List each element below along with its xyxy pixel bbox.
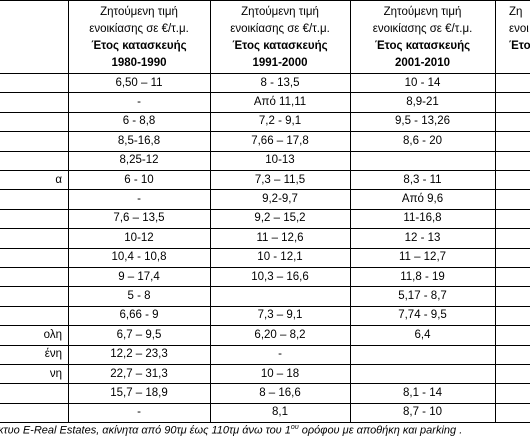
table-cell: 8 - 13,5 (260, 76, 300, 89)
table-cell: 6 - 10 (124, 173, 154, 186)
table-cell: 6,20 – 8,2 (254, 328, 306, 341)
table-cell: 6 - 8,8 (122, 115, 156, 128)
table-cell: 5 - 8 (127, 290, 151, 303)
table-cell: 10,3 – 16,6 (251, 270, 309, 283)
table-cell: Από 9,6 (401, 193, 444, 206)
header-line: Έτος κατασκευής (374, 40, 471, 52)
table-cell: 11,8 - 19 (400, 270, 445, 283)
table-border (0, 0, 530, 1)
table-cell: 7,6 – 13,5 (113, 212, 165, 225)
row-border (0, 111, 530, 113)
table-cell: 8,25-12 (119, 154, 159, 167)
table-cell: 8,9-21 (406, 96, 439, 109)
row-border (0, 189, 530, 191)
header-line: 1980-1990 (111, 57, 167, 69)
table-cell: 8,1 - 14 (403, 387, 442, 400)
table-cell: 11-16,8 (403, 212, 442, 225)
row-border (0, 344, 530, 346)
table-cell: 10-12 (124, 231, 154, 244)
table-cell: 9,2-9,7 (262, 193, 298, 206)
table-cell: - (137, 406, 141, 419)
header-line: Ζητούμενη τιμή (383, 6, 462, 18)
table-cell: 10 - 14 (404, 76, 441, 89)
row-border (0, 383, 530, 385)
table-cell: 11 – 12,6 (256, 231, 304, 244)
header-line: Έτο (509, 40, 530, 52)
header-line: Ζητούμενη τιμή (241, 6, 319, 18)
column-border (68, 0, 69, 423)
table-cell: 5,17 - 8,7 (398, 290, 447, 303)
column-border (210, 0, 211, 423)
table-cell: 6,50 – 11 (115, 76, 163, 89)
header-line: 1991-2000 (252, 57, 308, 69)
header-line: ενοικίασης σε €/τ.μ. (230, 23, 330, 35)
table-cell: 8 – 16,6 (259, 387, 301, 400)
header-line: Έτος κατασκευής (91, 40, 187, 52)
row-border (0, 170, 530, 171)
table-cell: 6,7 – 9,5 (116, 328, 162, 341)
table-cell: 10 - 12,1 (257, 251, 303, 264)
table-cell: 22,7 – 31,3 (110, 367, 168, 380)
table-cell: 11 – 12,7 (398, 251, 447, 264)
table-cell: 9 – 17,4 (118, 270, 160, 283)
row-border (0, 267, 530, 268)
header-line: Ζητούμενη τιμή (100, 6, 178, 18)
header-line: Ζη (509, 6, 523, 18)
row-border (0, 92, 530, 94)
table-cell: 8,6 - 20 (403, 134, 442, 147)
row-border (0, 131, 530, 133)
footnote-text: ορόφου με αποθήκη και parking . (298, 424, 463, 437)
table-cell: 7,74 - 9,5 (398, 309, 447, 322)
table-cell: ολη (43, 328, 62, 341)
row-border (0, 247, 530, 249)
table-cell: 9,5 - 13,26 (395, 115, 450, 128)
table-cell: - (137, 193, 141, 206)
row-border (0, 208, 530, 210)
table-cell: 7,66 – 17,8 (251, 134, 309, 147)
row-border (0, 402, 530, 404)
table-cell: Από 11,11 (253, 96, 307, 109)
column-border (495, 0, 496, 423)
row-border (0, 305, 530, 307)
table-cell: - (137, 96, 141, 109)
header-line: ενοικίασης σε €/τ.μ. (89, 23, 189, 35)
footnote-superscript: ου (290, 424, 299, 431)
table-cell: 8,3 - 11 (403, 173, 442, 186)
table-cell: 15,7 – 18,9 (110, 387, 168, 400)
table-cell: 8,5-16,8 (117, 134, 161, 147)
header-line: 2001-2010 (395, 57, 450, 69)
header-line: ενοικίασης σε €/τ.μ. (372, 23, 473, 35)
table-cell: 7,2 - 9,1 (258, 115, 302, 128)
row-border (0, 286, 530, 288)
table-cell: 9,2 – 15,2 (254, 212, 306, 225)
footnote: κτυο E-Real Estates, ακίνητα από 90τμ έω… (0, 424, 462, 437)
table-cell: 10 – 18 (260, 367, 300, 380)
table-cell: 6,4 (414, 328, 431, 341)
row-border (0, 73, 530, 74)
table-cell: α (55, 173, 62, 186)
row-border (0, 364, 530, 365)
table-cell: 6,66 - 9 (119, 309, 159, 322)
header-line: ενοι (509, 23, 529, 35)
table-cell: νη (49, 367, 62, 380)
table-cell: 7,3 – 9,1 (257, 309, 303, 322)
header-line: Έτος κατασκευής (232, 40, 328, 52)
table-cell: 12,2 – 23,3 (110, 348, 168, 361)
row-border (0, 422, 530, 424)
table-cell: 8,1 (272, 406, 288, 419)
table-cell: 10,4 - 10,8 (111, 251, 167, 264)
row-border (0, 150, 530, 152)
table-cell: 8,7 - 10 (403, 406, 442, 419)
table-cell: ένη (44, 348, 62, 361)
table-cell: 12 - 13 (404, 231, 441, 244)
table-cell: 10-13 (265, 154, 295, 167)
column-border (350, 0, 351, 423)
table-cell: 7,3 – 11,5 (254, 173, 306, 186)
table-cell: - (278, 348, 282, 361)
footnote-text: κτυο E-Real Estates, ακίνητα από 90τμ έω… (0, 424, 291, 437)
row-border (0, 228, 530, 230)
row-border (0, 325, 530, 327)
